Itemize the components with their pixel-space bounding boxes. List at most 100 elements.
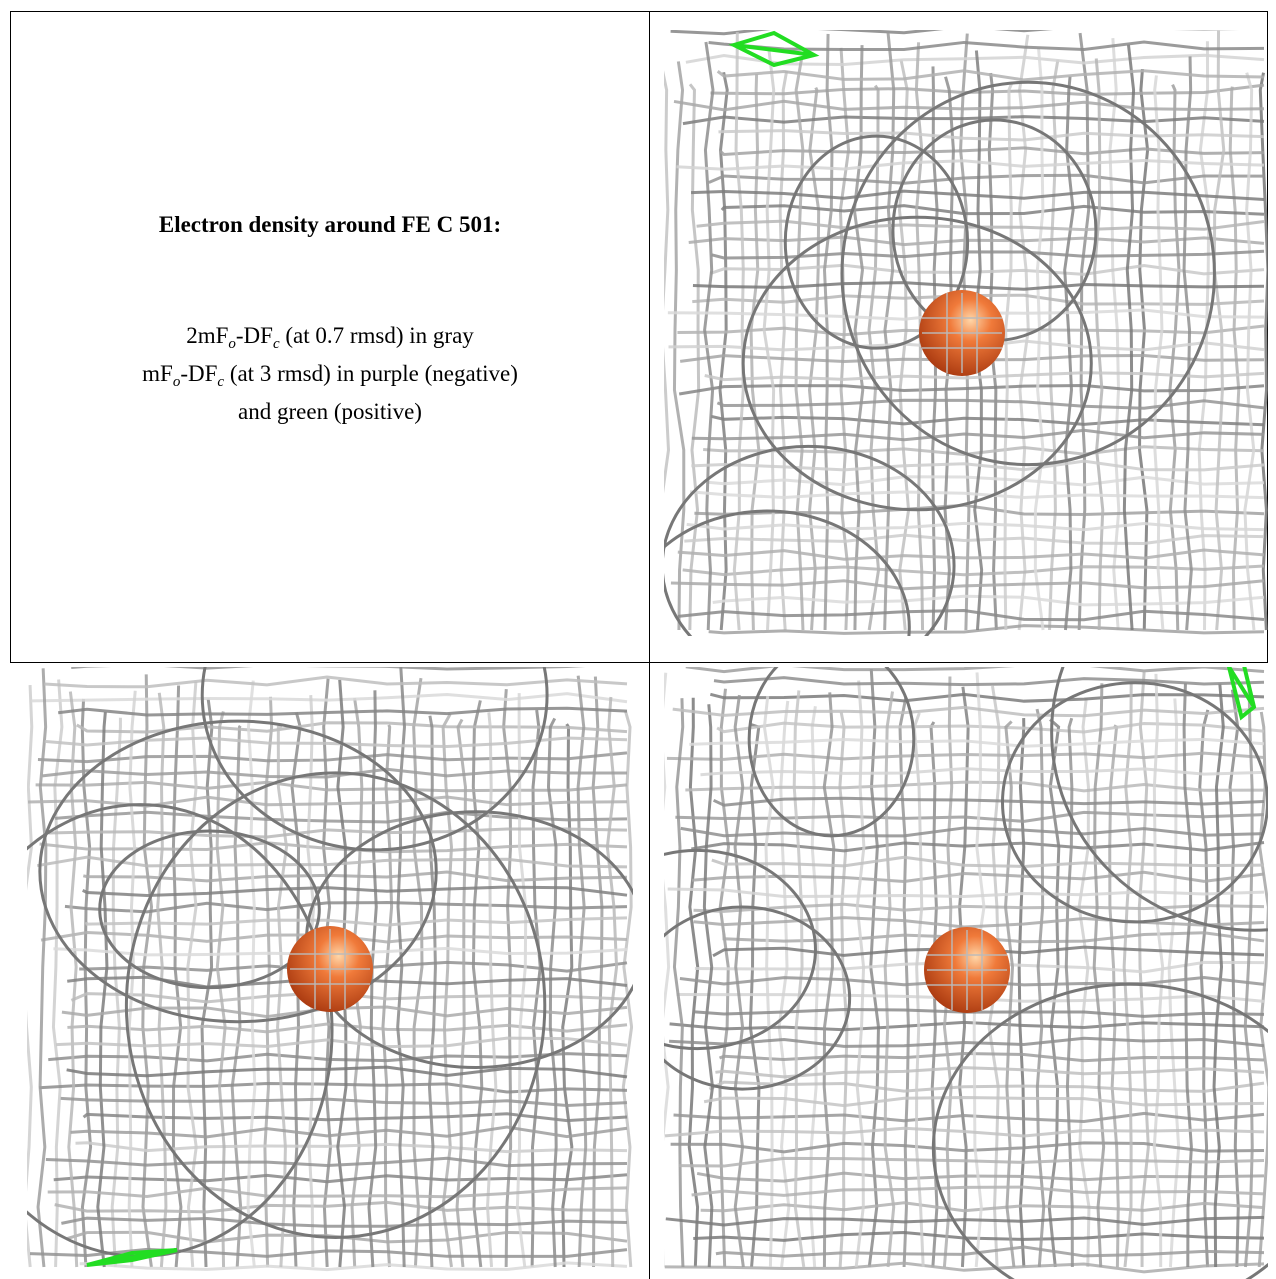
border [649, 11, 650, 1279]
mesh-line [1243, 684, 1254, 1268]
mesh-line [530, 709, 542, 1268]
mesh-line [682, 564, 1265, 577]
text: mF [142, 361, 173, 386]
mesh-line [677, 548, 1265, 561]
positive-density [728, 30, 820, 68]
mesh-line [75, 1141, 628, 1154]
mesh-line [838, 712, 849, 1268]
mesh-line [1228, 689, 1240, 1268]
mesh-line [65, 1230, 628, 1244]
mesh-line [56, 1036, 628, 1049]
mesh-line [711, 249, 1265, 260]
mesh-line [691, 428, 1265, 442]
mesh-line [67, 691, 79, 1268]
text: (at 0.7 rmsd) in gray [279, 323, 474, 348]
positive-density [86, 1248, 178, 1267]
mesh-line [76, 721, 628, 734]
mesh-line [576, 675, 588, 1268]
mesh-curve [1001, 681, 1268, 924]
mesh-line [546, 717, 558, 1268]
mesh-line [716, 398, 1265, 410]
mesh-line [689, 490, 1265, 500]
mesh-line [676, 158, 1265, 171]
mesh-line [82, 1112, 628, 1123]
subscript: o [228, 336, 236, 352]
mesh-line [749, 74, 761, 631]
mesh-curve [664, 444, 956, 636]
mesh-line [1228, 86, 1241, 631]
mesh-line [664, 672, 671, 1267]
mesh-line [700, 767, 1265, 777]
mesh-curve [664, 848, 817, 1051]
border [1267, 11, 1268, 662]
mesh-line [679, 1156, 1265, 1168]
mesh-line [685, 780, 1265, 793]
mesh-line [70, 1125, 628, 1139]
mesh-line [1167, 698, 1181, 1268]
text: 2mF [186, 323, 229, 348]
mesh-line [1168, 84, 1181, 631]
mesh-line [709, 263, 1265, 276]
mesh-line [666, 751, 1265, 761]
mesh-line [762, 695, 775, 1268]
subscript: o [172, 374, 181, 390]
mesh-line [1092, 683, 1106, 1268]
mesh-line [455, 718, 467, 1268]
density-image [664, 30, 1268, 636]
mesh-line [48, 1052, 628, 1063]
mesh-line [381, 724, 394, 1268]
mesh-line [684, 533, 1265, 546]
mesh-line [709, 692, 1265, 703]
mesh-line [711, 855, 1265, 868]
mesh-line [31, 692, 628, 704]
mesh-line [44, 675, 628, 689]
mesh-line [230, 724, 243, 1268]
mesh-line [35, 780, 628, 793]
mesh-line [39, 841, 628, 854]
mesh-line [1004, 720, 1016, 1268]
mesh-line [36, 855, 628, 869]
mesh-line [762, 48, 776, 631]
mesh-line [687, 697, 700, 1268]
mesh-line [690, 189, 1265, 201]
mesh-line [621, 710, 633, 1268]
mesh-line [1064, 717, 1074, 1268]
mesh-line [605, 696, 619, 1268]
border [10, 662, 1268, 663]
mesh-line [486, 712, 498, 1268]
mesh-line [82, 870, 628, 883]
mesh-line [47, 1186, 628, 1199]
mesh-line [669, 1036, 1265, 1048]
mesh-line [692, 281, 1265, 291]
mesh-line [708, 1080, 1265, 1093]
mesh-line [673, 1111, 1265, 1123]
mesh-line [686, 521, 1265, 532]
mesh-line [1035, 708, 1046, 1268]
mesh-line [703, 41, 715, 631]
mesh-line [672, 705, 1265, 718]
mesh-line [704, 371, 1265, 382]
mesh-line [1182, 56, 1193, 631]
mesh-line [246, 680, 257, 1268]
mesh-line [716, 721, 1265, 734]
mesh-line [1003, 81, 1014, 631]
mesh-line [1198, 709, 1210, 1268]
mesh-line [45, 1156, 628, 1168]
mesh-line [664, 1261, 1265, 1274]
mesh-line [79, 1261, 628, 1272]
mesh-line [58, 706, 628, 717]
mesh-line [664, 1126, 1265, 1138]
mesh-curve [741, 215, 1093, 512]
mesh-line [670, 1141, 1265, 1154]
mesh-line [809, 706, 820, 1268]
text: -DF [180, 361, 218, 386]
mesh-line [1153, 75, 1165, 631]
mesh-line [1093, 58, 1105, 631]
mesh-line [672, 698, 685, 1268]
mesh-line [712, 796, 1265, 807]
mesh-line [883, 691, 896, 1268]
mesh-line [703, 1096, 1265, 1108]
mesh-line [682, 115, 1265, 126]
subscript: c [272, 336, 280, 352]
mesh-line [733, 694, 745, 1268]
